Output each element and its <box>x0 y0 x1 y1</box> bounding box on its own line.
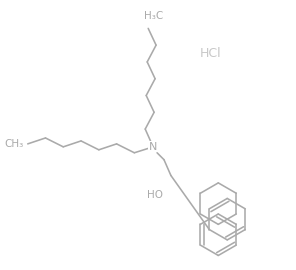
Text: CH₃: CH₃ <box>4 139 24 149</box>
Text: HCl: HCl <box>200 46 221 60</box>
Text: HO: HO <box>147 190 163 200</box>
Text: N: N <box>149 142 157 152</box>
Text: H₃C: H₃C <box>144 11 163 21</box>
